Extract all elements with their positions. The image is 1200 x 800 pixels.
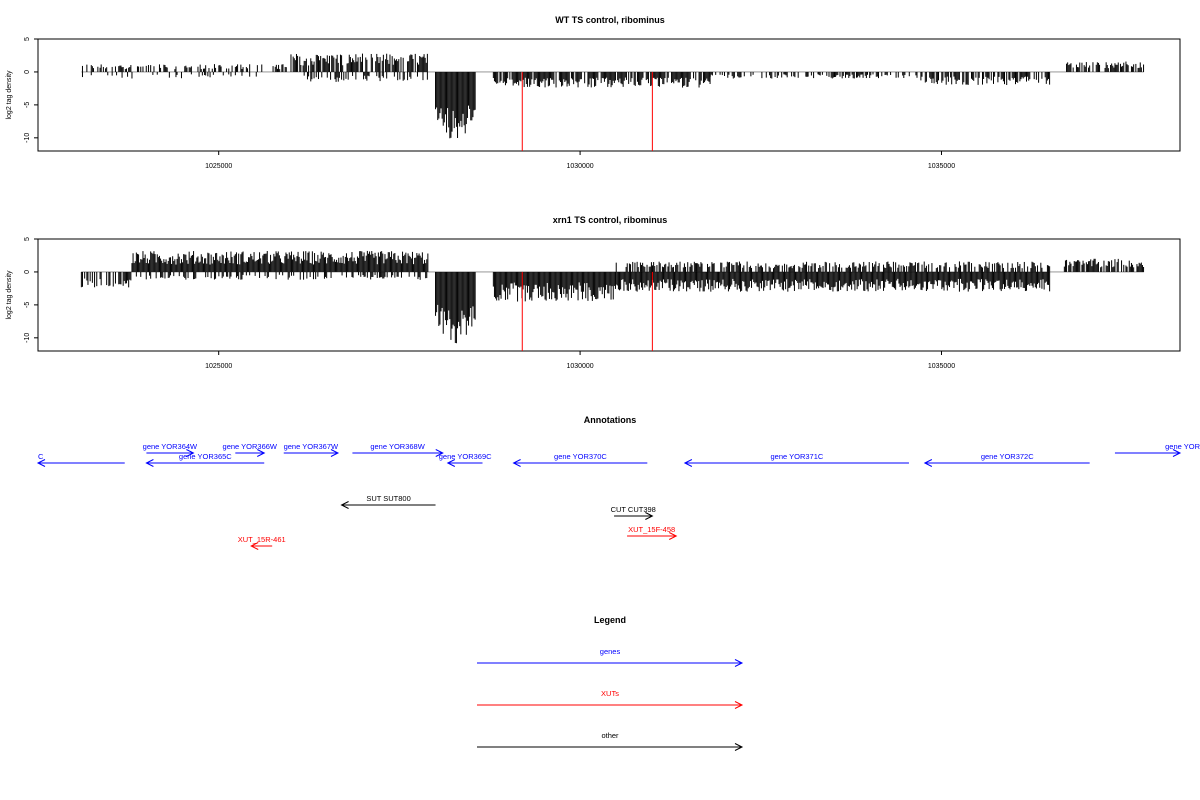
panel-wt-y-tick-label: 0: [24, 70, 31, 74]
annotation-feature: gene YOR: [1114, 442, 1200, 457]
annotation-label: gene YOR371C: [771, 452, 824, 461]
annotation-arrowhead: [257, 449, 266, 457]
panel-wt-y-tick-label: 5: [24, 37, 31, 41]
panel-xrn1-x-tick-label: 1035000: [928, 363, 955, 370]
panel-wt-x-tick-label: 1025000: [205, 163, 232, 170]
panel-xrn1-x-tick-label: 1025000: [205, 363, 232, 370]
panel-xrn1-x-tick-label: 1030000: [566, 363, 593, 370]
annotations-title: Annotations: [584, 415, 637, 425]
legend-title: Legend: [594, 615, 626, 625]
annotation-arrowhead: [1172, 449, 1182, 457]
annotation-label: gene YOR368W: [370, 442, 425, 451]
legend-item: other: [477, 731, 744, 751]
annotation-label: gene YOR367W: [284, 442, 339, 451]
legend-arrowhead: [734, 743, 744, 751]
annotation-feature: XUT_15F-458: [627, 525, 678, 540]
panel-xrn1-y-axis-label: log2 tag density: [6, 270, 13, 320]
annotation-arrowhead: [145, 459, 154, 467]
annotation-label: XUT_15F-458: [628, 525, 675, 534]
annotation-feature: gene YOR369C: [439, 452, 492, 467]
annotation-label: gene YOR365C: [179, 452, 232, 461]
legend-item-label: other: [601, 731, 619, 740]
annotation-feature: SUT SUT800: [340, 494, 436, 509]
panel-wt: WT TS control, ribominus log2 tag densit…: [6, 15, 1181, 170]
annotation-label: gene YOR: [1165, 442, 1200, 451]
annotation-feature: gene YOR371C: [683, 452, 909, 467]
annotation-feature: C: [36, 452, 125, 467]
legend-arrowhead: [734, 701, 744, 709]
panel-wt-x-tick-label: 1030000: [566, 163, 593, 170]
annotation-label: gene YOR366W: [223, 442, 278, 451]
panel-wt-y-axis-label: log2 tag density: [6, 70, 13, 120]
annotation-feature: gene YOR372C: [923, 452, 1090, 467]
annotation-label: gene YOR364W: [143, 442, 198, 451]
annotation-arrowhead: [250, 542, 259, 550]
annotation-arrowhead: [36, 459, 46, 467]
panel-xrn1-y-tick-label: 0: [24, 270, 31, 274]
annotation-arrowhead: [330, 449, 340, 457]
panel-wt-x-tick-label: 1035000: [928, 163, 955, 170]
annotation-arrowhead: [645, 512, 654, 520]
annotation-arrowhead: [668, 532, 678, 540]
legend-item-label: XUTs: [601, 689, 619, 698]
panel-wt-y-tick-label: -5: [24, 102, 31, 108]
annotation-arrowhead: [435, 449, 444, 457]
panel-xrn1-y-tick-label: -10: [24, 333, 31, 343]
annotation-feature: XUT_15R-461: [238, 535, 286, 550]
annotation-feature: gene YOR365C: [145, 452, 265, 467]
annotation-arrowhead: [186, 449, 195, 457]
panel-xrn1-y-tick-label: 5: [24, 237, 31, 241]
annotation-label: C: [38, 452, 44, 461]
annotation-feature: gene YOR364W: [143, 442, 198, 457]
annotation-arrowhead: [512, 459, 521, 467]
annotation-label: XUT_15R-461: [238, 535, 286, 544]
annotation-feature: CUT CUT398: [611, 505, 656, 520]
annotation-feature: gene YOR367W: [284, 442, 340, 457]
annotation-label: gene YOR369C: [439, 452, 492, 461]
annotation-arrowhead: [923, 459, 933, 467]
panel-xrn1: xrn1 TS control, ribominus log2 tag dens…: [6, 215, 1181, 370]
panel-wt-y-tick-label: -10: [24, 133, 31, 143]
annotation-feature: gene YOR368W: [352, 442, 444, 457]
panel-wt-title: WT TS control, ribominus: [555, 15, 665, 25]
legend-item: XUTs: [477, 689, 744, 709]
legend-arrowhead: [734, 659, 744, 667]
annotation-feature: gene YOR366W: [223, 442, 278, 457]
annotation-arrowhead: [340, 501, 349, 509]
panel-xrn1-y-tick-label: -5: [24, 302, 31, 308]
panel-xrn1-plot-frame: [37, 238, 1181, 352]
annotation-arrowhead: [683, 459, 693, 467]
annotation-feature: gene YOR370C: [512, 452, 648, 467]
annotation-label: CUT CUT398: [611, 505, 656, 514]
panel-wt-bars: [81, 53, 1145, 139]
annotation-arrowhead: [446, 459, 456, 467]
legend-item: genes: [477, 647, 744, 667]
legend: Legend genes XUTs other: [477, 615, 744, 751]
annotation-label: SUT SUT800: [366, 494, 410, 503]
panel-xrn1-title: xrn1 TS control, ribominus: [553, 215, 668, 225]
panel-xrn1-bars: [80, 250, 1145, 344]
legend-item-label: genes: [600, 647, 621, 656]
annotation-label: gene YOR370C: [554, 452, 607, 461]
annotation-label: gene YOR372C: [981, 452, 1034, 461]
panel-wt-plot-frame: [37, 38, 1181, 152]
